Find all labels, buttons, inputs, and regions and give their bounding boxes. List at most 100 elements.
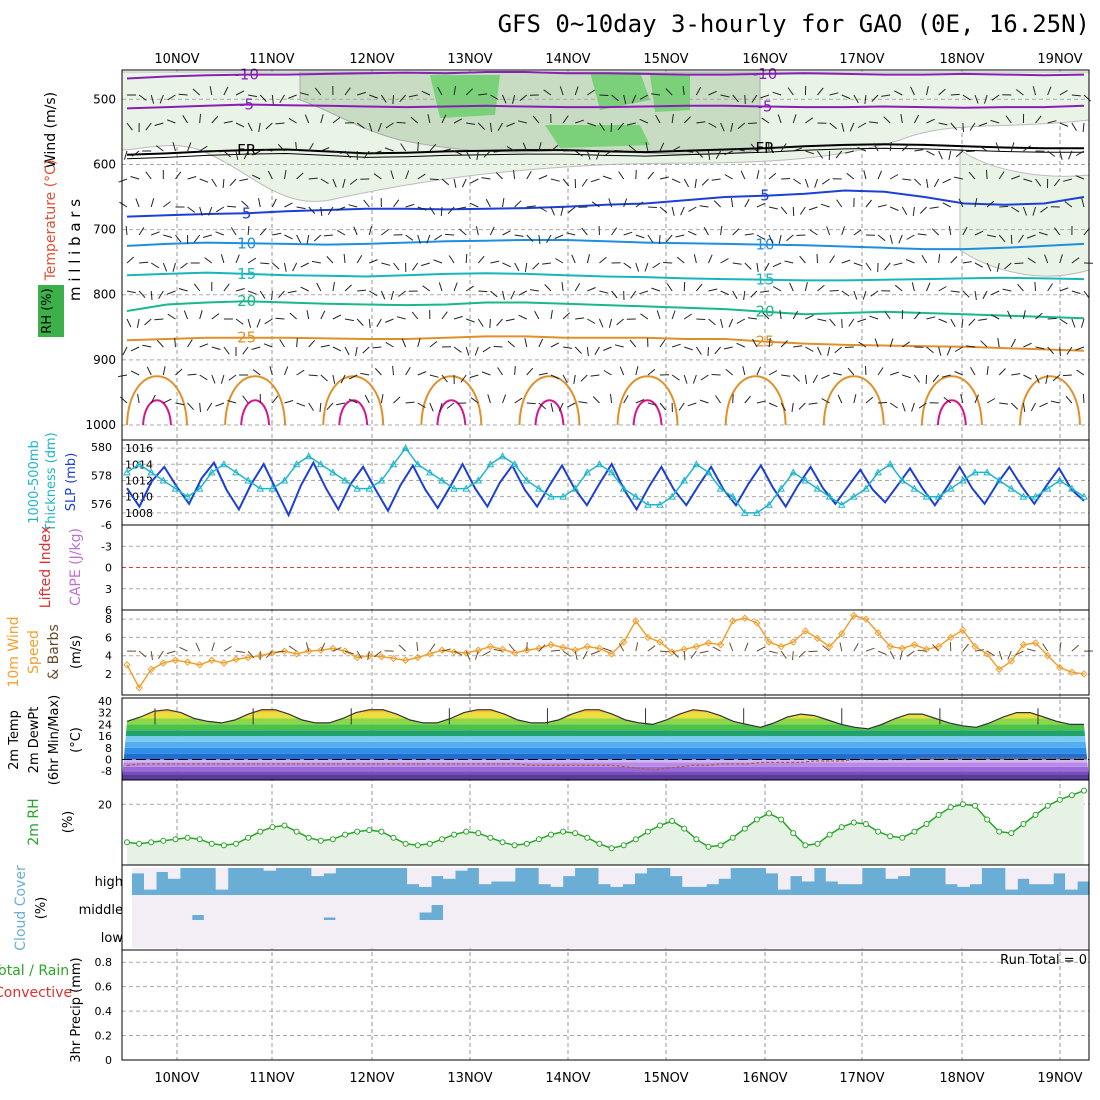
slp-point <box>195 484 204 492</box>
wind-barb <box>538 206 547 212</box>
wind-barb <box>163 201 171 208</box>
wind10m-barb <box>493 648 503 652</box>
wind-barb <box>154 122 164 126</box>
isotherm-label-15: 15 <box>237 265 256 283</box>
slp-point <box>971 468 979 476</box>
isotherm-label-25: 25 <box>237 329 256 347</box>
wind-barb <box>550 342 560 348</box>
wind-barb <box>167 313 176 320</box>
wind-barb <box>1002 288 1012 292</box>
day-label-top: 18NOV <box>939 52 984 67</box>
cloud-middle-clear <box>526 895 540 920</box>
wind-barb <box>635 366 639 376</box>
wind-barb <box>267 170 273 180</box>
wind-barb <box>768 172 777 180</box>
cloud-high-clear <box>538 868 552 885</box>
rh2m-point <box>124 839 130 846</box>
slp-point <box>910 484 919 492</box>
wind-barb <box>487 394 491 404</box>
wind-barb <box>560 206 564 216</box>
wind-barb <box>417 402 426 409</box>
wind-barb <box>126 256 135 264</box>
wind-barb <box>241 200 249 208</box>
wind-barb <box>269 366 273 376</box>
cloud-low-clear <box>945 920 958 948</box>
isotherm-30-loop <box>1019 375 1081 426</box>
cloud-middle-clear <box>502 895 516 920</box>
wind-barb <box>961 318 964 328</box>
wind-barb <box>247 225 250 236</box>
wind10m-point <box>728 617 737 625</box>
wind-barb <box>505 318 515 322</box>
wind-barb <box>497 122 503 132</box>
isotherm-25 <box>126 335 1085 352</box>
wind-barb <box>732 290 738 300</box>
wind-barb <box>832 372 842 376</box>
cloud-high-clear <box>144 868 157 890</box>
cloud-low-clear <box>132 920 145 948</box>
wind-barb <box>592 396 600 404</box>
thickness-tick: 580 <box>91 441 112 454</box>
wind-barb <box>1011 175 1020 180</box>
wind10m-point <box>716 641 725 649</box>
wind-barb <box>723 346 733 350</box>
wind10m-point <box>644 633 652 642</box>
cloud-low-clear <box>251 920 265 948</box>
cloud-low-clear <box>191 920 205 948</box>
wind-barb <box>699 399 709 404</box>
wind-barb <box>417 338 421 348</box>
cloud-low-clear <box>909 920 923 948</box>
cloud-high-clear <box>957 868 970 887</box>
thickness-line <box>126 460 1085 518</box>
wind10m-barb <box>398 644 406 652</box>
cloud-middle-clear <box>299 895 312 920</box>
isotherm-30-loop <box>822 375 885 426</box>
wind-barb <box>172 142 176 152</box>
wind-barb <box>429 341 438 348</box>
wind-barb <box>284 400 294 404</box>
wind-barb <box>938 346 942 356</box>
rh2m-point <box>1056 796 1063 803</box>
wind-barb <box>566 232 576 236</box>
wind-barb <box>735 148 745 152</box>
wind10m-barb <box>465 650 471 660</box>
wind10m-point <box>1031 639 1040 647</box>
wind-barb <box>857 147 867 152</box>
wind-barb <box>1050 400 1060 404</box>
wind-barb <box>130 370 140 376</box>
wind-barb <box>974 290 977 300</box>
slp-point <box>401 444 410 452</box>
wind-barb <box>348 374 358 380</box>
wind-barb <box>950 256 958 264</box>
cloud-low-clear <box>431 920 444 948</box>
slp-point <box>280 476 289 484</box>
wind-barb <box>384 147 394 152</box>
rh2m-point <box>269 824 276 831</box>
wind-barb <box>417 234 421 244</box>
wind-barb <box>938 88 946 96</box>
cloud-high-clear <box>718 868 731 879</box>
rh2m-point <box>414 842 421 849</box>
cloud-middle-clear <box>466 895 480 920</box>
wind-barb <box>784 260 794 264</box>
rh2m-point <box>608 845 615 852</box>
wind-barb <box>118 374 128 378</box>
temp2m-tick: 40 <box>98 695 112 708</box>
cloud-middle-clear <box>395 895 408 920</box>
cloud-middle-clear <box>789 895 803 920</box>
wind10m-tick: 8 <box>105 613 112 626</box>
isotherm-label-15: 15 <box>755 271 774 289</box>
wind-barb <box>543 89 552 96</box>
wind-barb <box>369 290 378 297</box>
slp-point <box>849 492 858 500</box>
wind-barb <box>645 142 649 152</box>
wind-barb <box>747 122 757 124</box>
wind10m-barb <box>877 650 887 655</box>
cloud-low-clear <box>538 920 552 948</box>
cloud-middle-clear <box>921 895 934 920</box>
wind10m-point <box>123 661 131 669</box>
wind-barb <box>296 402 306 407</box>
wind-barb <box>292 262 298 272</box>
wind-barb <box>873 142 879 152</box>
wind-barb <box>211 374 216 384</box>
